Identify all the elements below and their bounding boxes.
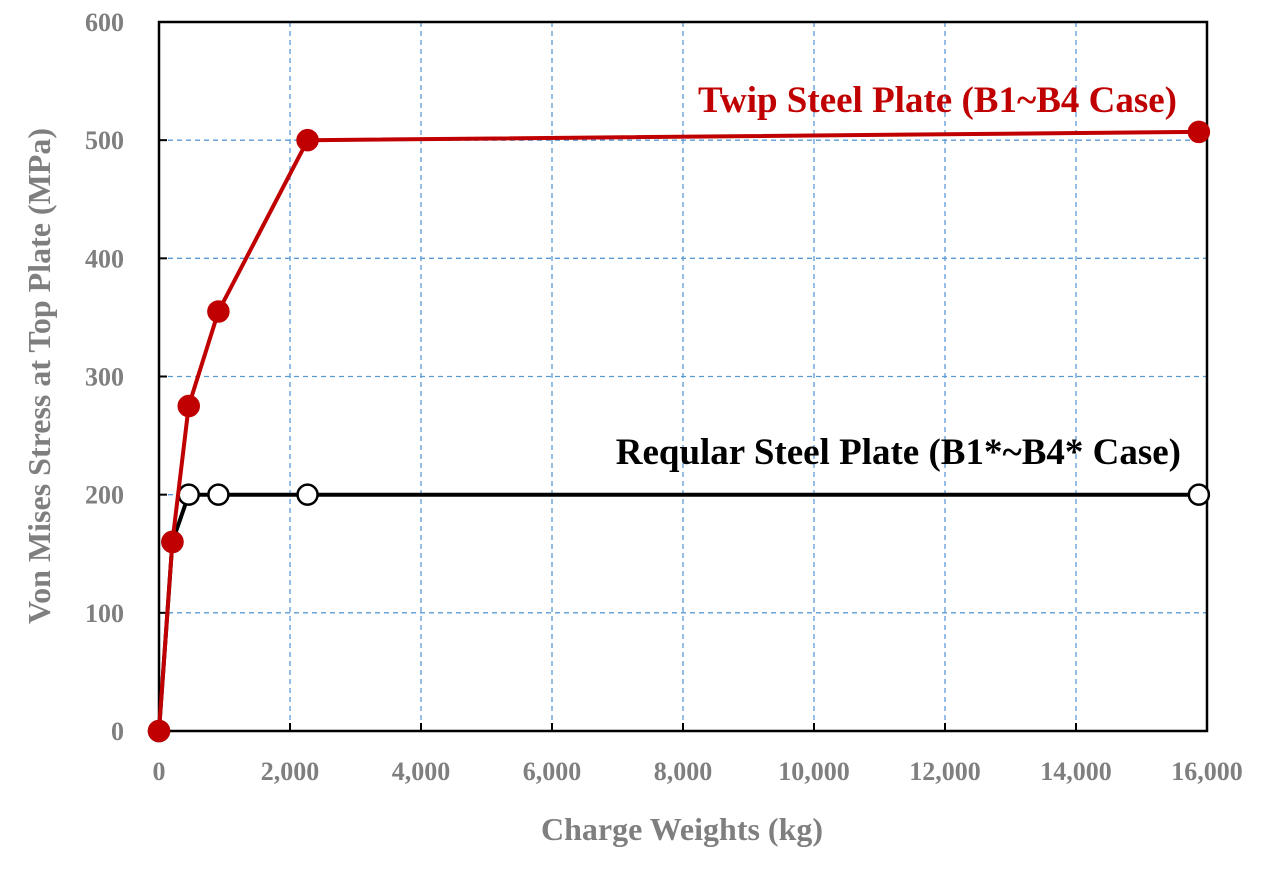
data-point (177, 394, 200, 418)
data-point (1187, 120, 1211, 144)
x-tick-label: 0 (153, 757, 166, 786)
y-tick-labels: 0 100 200 300 400 500 600 (85, 8, 124, 746)
data-point (161, 530, 184, 554)
series-label-regular: Reqular Steel Plate (B1*~B4* Case) (616, 432, 1181, 473)
x-tick-label: 10,000 (778, 757, 850, 786)
data-point (207, 300, 230, 323)
y-tick-label: 400 (85, 244, 124, 273)
x-tick-label: 16,000 (1171, 757, 1243, 786)
series-layer (147, 120, 1211, 743)
y-tick-label: 600 (85, 8, 124, 37)
y-tick-label: 200 (85, 481, 124, 510)
data-point (177, 483, 200, 506)
y-tick-label: 500 (85, 126, 124, 155)
data-point (207, 483, 230, 506)
y-axis-title: Von Mises Stress at Top Plate (MPa) (21, 128, 57, 624)
x-tick-label: 4,000 (392, 757, 451, 786)
data-point (1187, 483, 1211, 506)
x-tick-label: 6,000 (523, 757, 582, 786)
y-tick-label: 0 (111, 717, 124, 746)
y-tick-label: 100 (85, 599, 124, 628)
series-label-twip: Twip Steel Plate (B1~B4 Case) (698, 80, 1177, 121)
x-tick-label: 2,000 (261, 757, 320, 786)
data-point (147, 719, 171, 743)
x-tick-labels: 0 2,000 4,000 6,000 8,000 10,000 12,000 14,000 1… (153, 757, 1243, 786)
x-tick-label: 8,000 (654, 757, 713, 786)
series-line (157, 129, 1199, 732)
grid (159, 21, 1208, 731)
data-point (296, 483, 319, 506)
data-point (296, 128, 319, 152)
y-tick-label: 300 (85, 363, 124, 392)
x-axis-title: Charge Weights (kg) (541, 811, 823, 847)
x-tick-label: 12,000 (909, 757, 981, 786)
x-tick-label: 14,000 (1040, 757, 1112, 786)
series-twip (147, 120, 1211, 743)
